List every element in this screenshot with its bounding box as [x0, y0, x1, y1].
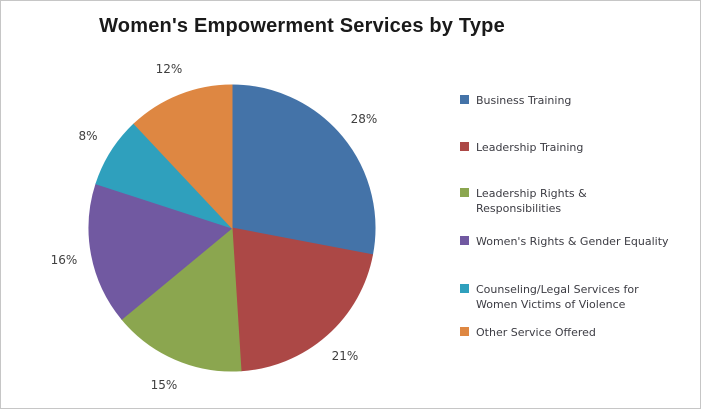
legend-label: Other Service Offered	[476, 326, 596, 339]
legend-label: Leadership Training	[476, 141, 584, 154]
pie-slice-3	[121, 226, 242, 372]
legend-label: Business Training	[476, 94, 572, 107]
legend-swatch-icon	[460, 284, 469, 293]
pie-value-label-3: 15%	[150, 378, 178, 392]
legend-item-5: Counseling/Legal Services for Women Vict…	[460, 282, 672, 313]
pie-value-label-2: 21%	[331, 349, 359, 363]
legend-swatch-icon	[460, 188, 469, 197]
pie-slice-1	[231, 84, 376, 256]
legend: Business Training Leadership Training Lead…	[460, 1, 695, 408]
pie-slice-4	[88, 183, 234, 320]
legend-item-2: Leadership Training	[460, 140, 583, 155]
pie-value-label-5: 8%	[78, 129, 98, 143]
legend-item-6: Other Service Offered	[460, 325, 596, 340]
legend-label: Leadership Rights & Responsibilities	[476, 187, 587, 216]
legend-item-4: Women's Rights & Gender Equality	[460, 234, 669, 249]
pie-slice-2	[231, 227, 374, 372]
legend-label: Women's Rights & Gender Equality	[476, 235, 669, 248]
legend-item-3: Leadership Rights & Responsibilities	[460, 186, 672, 217]
pie-value-label-4: 16%	[50, 253, 78, 267]
legend-swatch-icon	[460, 142, 469, 151]
pie-value-label-1: 28%	[350, 112, 378, 126]
legend-swatch-icon	[460, 327, 469, 336]
pie-value-label-6: 12%	[155, 62, 183, 76]
legend-swatch-icon	[460, 236, 469, 245]
legend-swatch-icon	[460, 95, 469, 104]
legend-item-1: Business Training	[460, 93, 571, 108]
chart-title: Women's Empowerment Services by Type	[99, 15, 505, 37]
pie-chart	[88, 84, 376, 372]
pie-slice-6	[133, 84, 233, 230]
legend-label: Counseling/Legal Services for Women Vict…	[476, 283, 639, 312]
